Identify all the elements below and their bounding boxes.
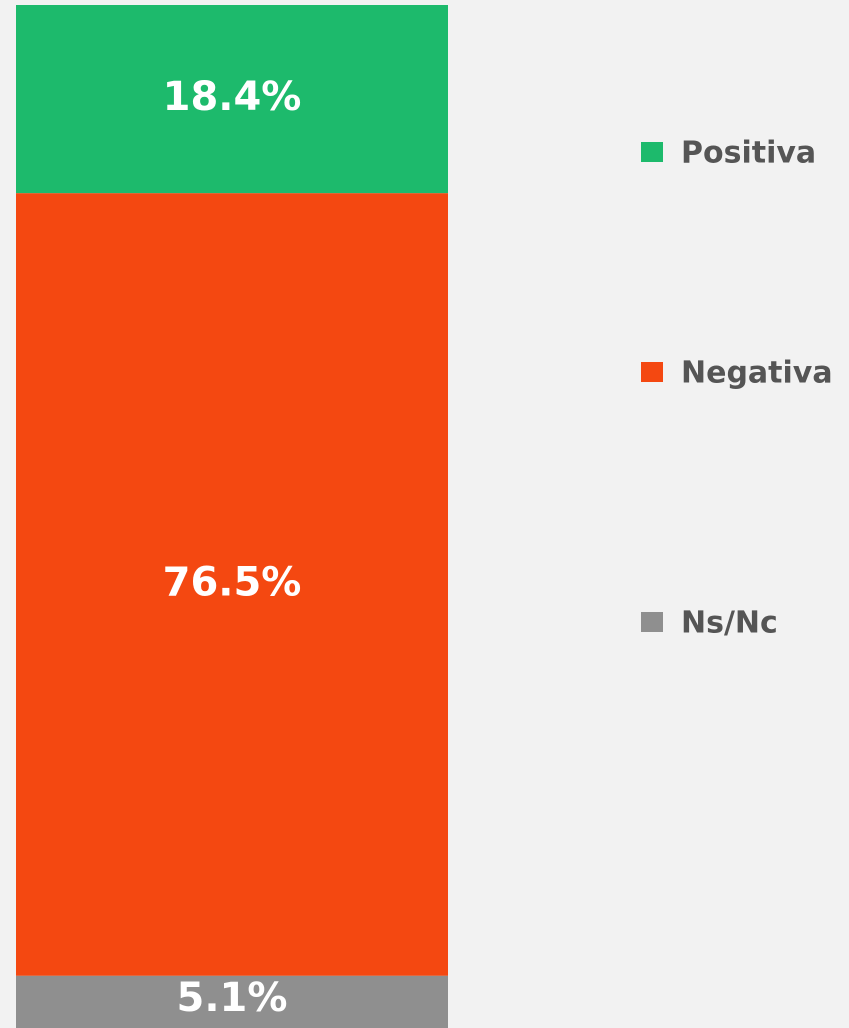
legend-label: Negativa <box>681 356 833 391</box>
legend-swatch <box>641 362 663 382</box>
legend-label: Positiva <box>681 136 816 171</box>
legend-swatch <box>641 142 663 162</box>
legend-label: Ns/Nc <box>681 606 778 641</box>
legend-swatch <box>641 612 663 632</box>
data-label: 76.5% <box>163 560 302 606</box>
bar-segment <box>16 975 448 1028</box>
bar-segment <box>16 5 448 194</box>
data-label: 18.4% <box>163 74 302 120</box>
bar-segment <box>16 193 448 976</box>
data-label: 5.1% <box>177 975 288 1021</box>
